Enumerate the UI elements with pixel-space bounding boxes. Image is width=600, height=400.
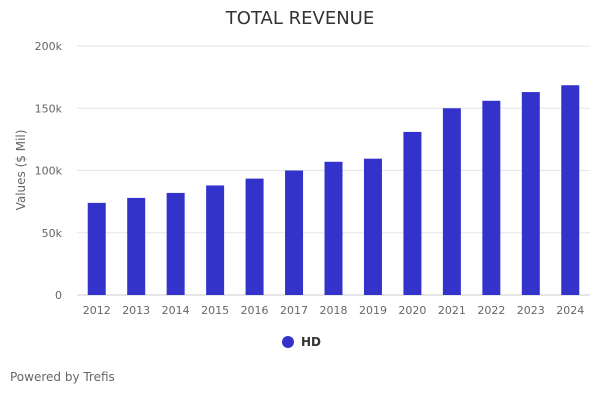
x-tick-label: 2022 <box>477 304 505 317</box>
x-tick-label: 2018 <box>320 304 348 317</box>
bar-2023[interactable] <box>521 92 540 295</box>
x-tick-label: 2016 <box>241 304 269 317</box>
bar-2020[interactable] <box>403 131 422 295</box>
bar-2017[interactable] <box>285 170 304 296</box>
x-tick-label: 2012 <box>83 304 111 317</box>
bar-2022[interactable] <box>482 100 501 295</box>
bar-2018[interactable] <box>324 161 343 295</box>
legend-label-hd: HD <box>301 335 321 349</box>
x-axis-ticks: 2012 2013 2014 2015 2016 2017 2018 2019 2020 2021… <box>83 304 585 317</box>
bar-2019[interactable] <box>363 158 382 295</box>
y-axis-ticks: 0 50k 100k 150k 200k <box>35 40 63 302</box>
bar-2015[interactable] <box>206 185 225 295</box>
bar-2013[interactable] <box>127 197 146 295</box>
x-tick-label: 2013 <box>122 304 150 317</box>
legend-marker-hd <box>282 336 294 348</box>
x-tick-label: 2019 <box>359 304 387 317</box>
x-tick-label: 2023 <box>517 304 545 317</box>
x-tick-label: 2020 <box>398 304 426 317</box>
legend[interactable]: HD <box>282 335 321 349</box>
y-tick-label: 150k <box>35 102 63 115</box>
chart-title: TOTAL REVENUE <box>225 8 374 29</box>
y-axis-label: Values ($ Mil) <box>14 130 28 211</box>
x-tick-label: 2015 <box>201 304 229 317</box>
bar-2021[interactable] <box>442 108 461 295</box>
x-tick-label: 2024 <box>556 304 584 317</box>
bar-series <box>87 85 580 296</box>
bar-2012[interactable] <box>87 202 106 295</box>
y-tick-label: 100k <box>35 165 63 178</box>
x-tick-label: 2021 <box>438 304 466 317</box>
y-tick-label: 50k <box>42 227 63 240</box>
y-tick-label: 0 <box>55 289 62 302</box>
bar-2024[interactable] <box>561 85 580 295</box>
x-tick-label: 2017 <box>280 304 308 317</box>
powered-by-credit: Powered by Trefis <box>10 370 115 384</box>
y-tick-label: 200k <box>35 40 63 53</box>
x-tick-label: 2014 <box>162 304 190 317</box>
bar-2014[interactable] <box>166 192 185 295</box>
bar-2016[interactable] <box>245 178 264 295</box>
